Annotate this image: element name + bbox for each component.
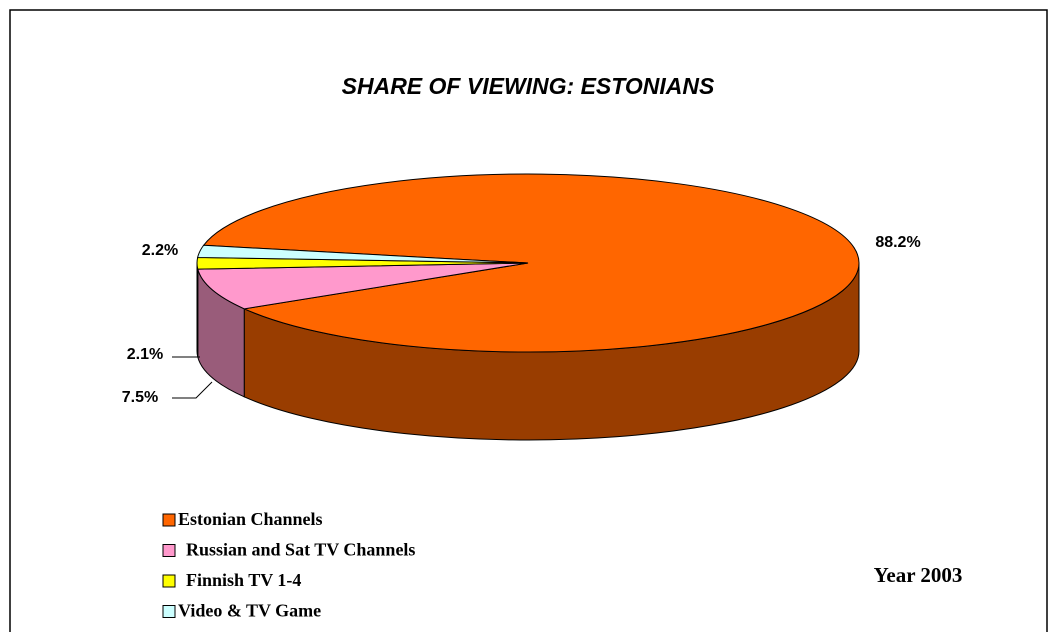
leader-line [172, 381, 213, 399]
legend-swatch [162, 574, 176, 588]
chart-title: SHARE OF VIEWING: ESTONIANS [342, 73, 715, 99]
annotation: Year 2003 [874, 563, 963, 587]
slice [197, 262, 529, 310]
data-label: 2.1% [127, 346, 163, 363]
slice [202, 173, 860, 353]
data-label: 2.2% [142, 242, 178, 259]
slice-side [196, 262, 199, 358]
legend-swatch [162, 513, 176, 527]
legend-label: Russian and Sat TV Channels [186, 540, 415, 560]
legend-label: Estonian Channels [178, 509, 323, 529]
data-label: 88.2% [875, 234, 920, 251]
legend-label: Finnish TV 1-4 [186, 570, 301, 590]
legend-swatch [162, 544, 176, 557]
legend-label: Video & TV Game [178, 601, 321, 621]
data-label: 7.5% [122, 389, 158, 406]
slice [197, 244, 529, 264]
legend-swatch [162, 605, 176, 618]
